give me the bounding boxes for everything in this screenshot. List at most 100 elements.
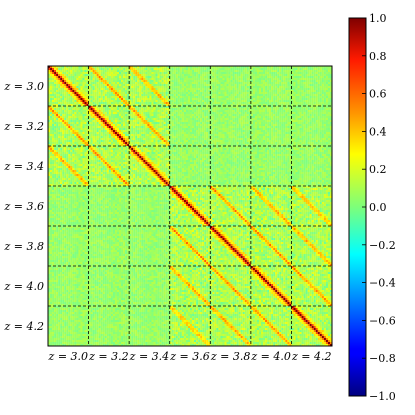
heatmap-cell [200,84,202,86]
heatmap-cell [229,82,231,84]
heatmap-cell [251,114,253,116]
heatmap-cell [145,86,147,88]
heatmap-cell [322,108,324,110]
heatmap-cell [133,78,135,80]
heatmap-cell [101,86,103,88]
heatmap-cell [304,78,306,80]
heatmap-cell [176,100,178,102]
heatmap-cell [74,124,76,126]
heatmap-cell [320,70,322,72]
heatmap-cell [212,74,214,76]
heatmap-cell [180,86,182,88]
heatmap-cell [283,68,285,70]
heatmap-cell [312,90,314,92]
heatmap-cell [285,114,287,116]
heatmap-cell [123,118,125,120]
heatmap-cell [184,92,186,94]
heatmap-cell [204,72,206,74]
heatmap-cell [243,100,245,102]
heatmap-cell [76,108,78,110]
heatmap-cell [85,78,87,80]
heatmap-cell [117,90,119,92]
heatmap-cell [206,114,208,116]
heatmap-cell [162,110,164,112]
heatmap-cell [198,102,200,104]
heatmap-cell [257,114,259,116]
heatmap-cell [186,78,188,80]
heatmap-cell [253,108,255,110]
heatmap-cell [257,118,259,120]
heatmap-cell [109,96,111,98]
heatmap-cell [151,116,153,118]
heatmap-cell [202,94,204,96]
heatmap-cell [239,74,241,76]
heatmap-cell [85,110,87,112]
heatmap-cell [162,74,164,76]
heatmap-cell [300,88,302,90]
heatmap-cell [162,118,164,120]
heatmap-cell [158,82,160,84]
heatmap-cell [265,110,267,112]
heatmap-cell [318,86,320,88]
heatmap-cell [162,120,164,122]
heatmap-cell [287,86,289,88]
heatmap-cell [316,92,318,94]
heatmap-cell [156,84,158,86]
heatmap-cell [206,68,208,70]
heatmap-cell [85,112,87,114]
heatmap-cell [298,120,300,122]
heatmap-cell [82,80,84,82]
heatmap-cell [231,120,233,122]
heatmap-cell [58,96,60,98]
heatmap-cell [194,92,196,94]
heatmap-cell [107,88,109,90]
heatmap-cell [80,124,82,126]
heatmap-cell [300,82,302,84]
heatmap-cell [78,98,80,100]
heatmap-cell [190,82,192,84]
heatmap-cell [237,88,239,90]
heatmap-cell [62,72,64,74]
heatmap-cell [145,118,147,120]
heatmap-cell [80,82,82,84]
heatmap-cell [202,120,204,122]
heatmap-cell [293,114,295,116]
heatmap-cell [78,108,80,110]
heatmap-cell [206,88,208,90]
heatmap-cell [105,94,107,96]
heatmap-cell [72,68,74,70]
heatmap-cell [125,120,127,122]
heatmap-cell [141,98,143,100]
heatmap-cell [64,124,66,126]
heatmap-cell [194,122,196,124]
heatmap-cell [119,110,121,112]
heatmap-cell [196,70,198,72]
heatmap-cell [277,78,279,80]
heatmap-cell [131,86,133,88]
heatmap-cell [176,78,178,80]
heatmap-cell [60,100,62,102]
heatmap-cell [233,76,235,78]
heatmap-cell [93,108,95,110]
heatmap-cell [235,98,237,100]
heatmap-cell [166,96,168,98]
heatmap-cell [113,84,115,86]
heatmap-cell [249,114,251,116]
heatmap-cell [85,114,87,116]
heatmap-cell [50,90,52,92]
heatmap-cell [271,110,273,112]
heatmap-cell [137,124,139,126]
heatmap-cell [314,98,316,100]
heatmap-cell [227,68,229,70]
heatmap-cell [174,68,176,70]
heatmap-cell [277,118,279,120]
heatmap-cell [188,108,190,110]
heatmap-cell [105,88,107,90]
heatmap-cell [245,96,247,98]
heatmap-cell [117,84,119,86]
heatmap-cell [255,76,257,78]
heatmap-cell [285,88,287,90]
heatmap-cell [275,118,277,120]
heatmap-cell [97,76,99,78]
heatmap-cell [300,78,302,80]
